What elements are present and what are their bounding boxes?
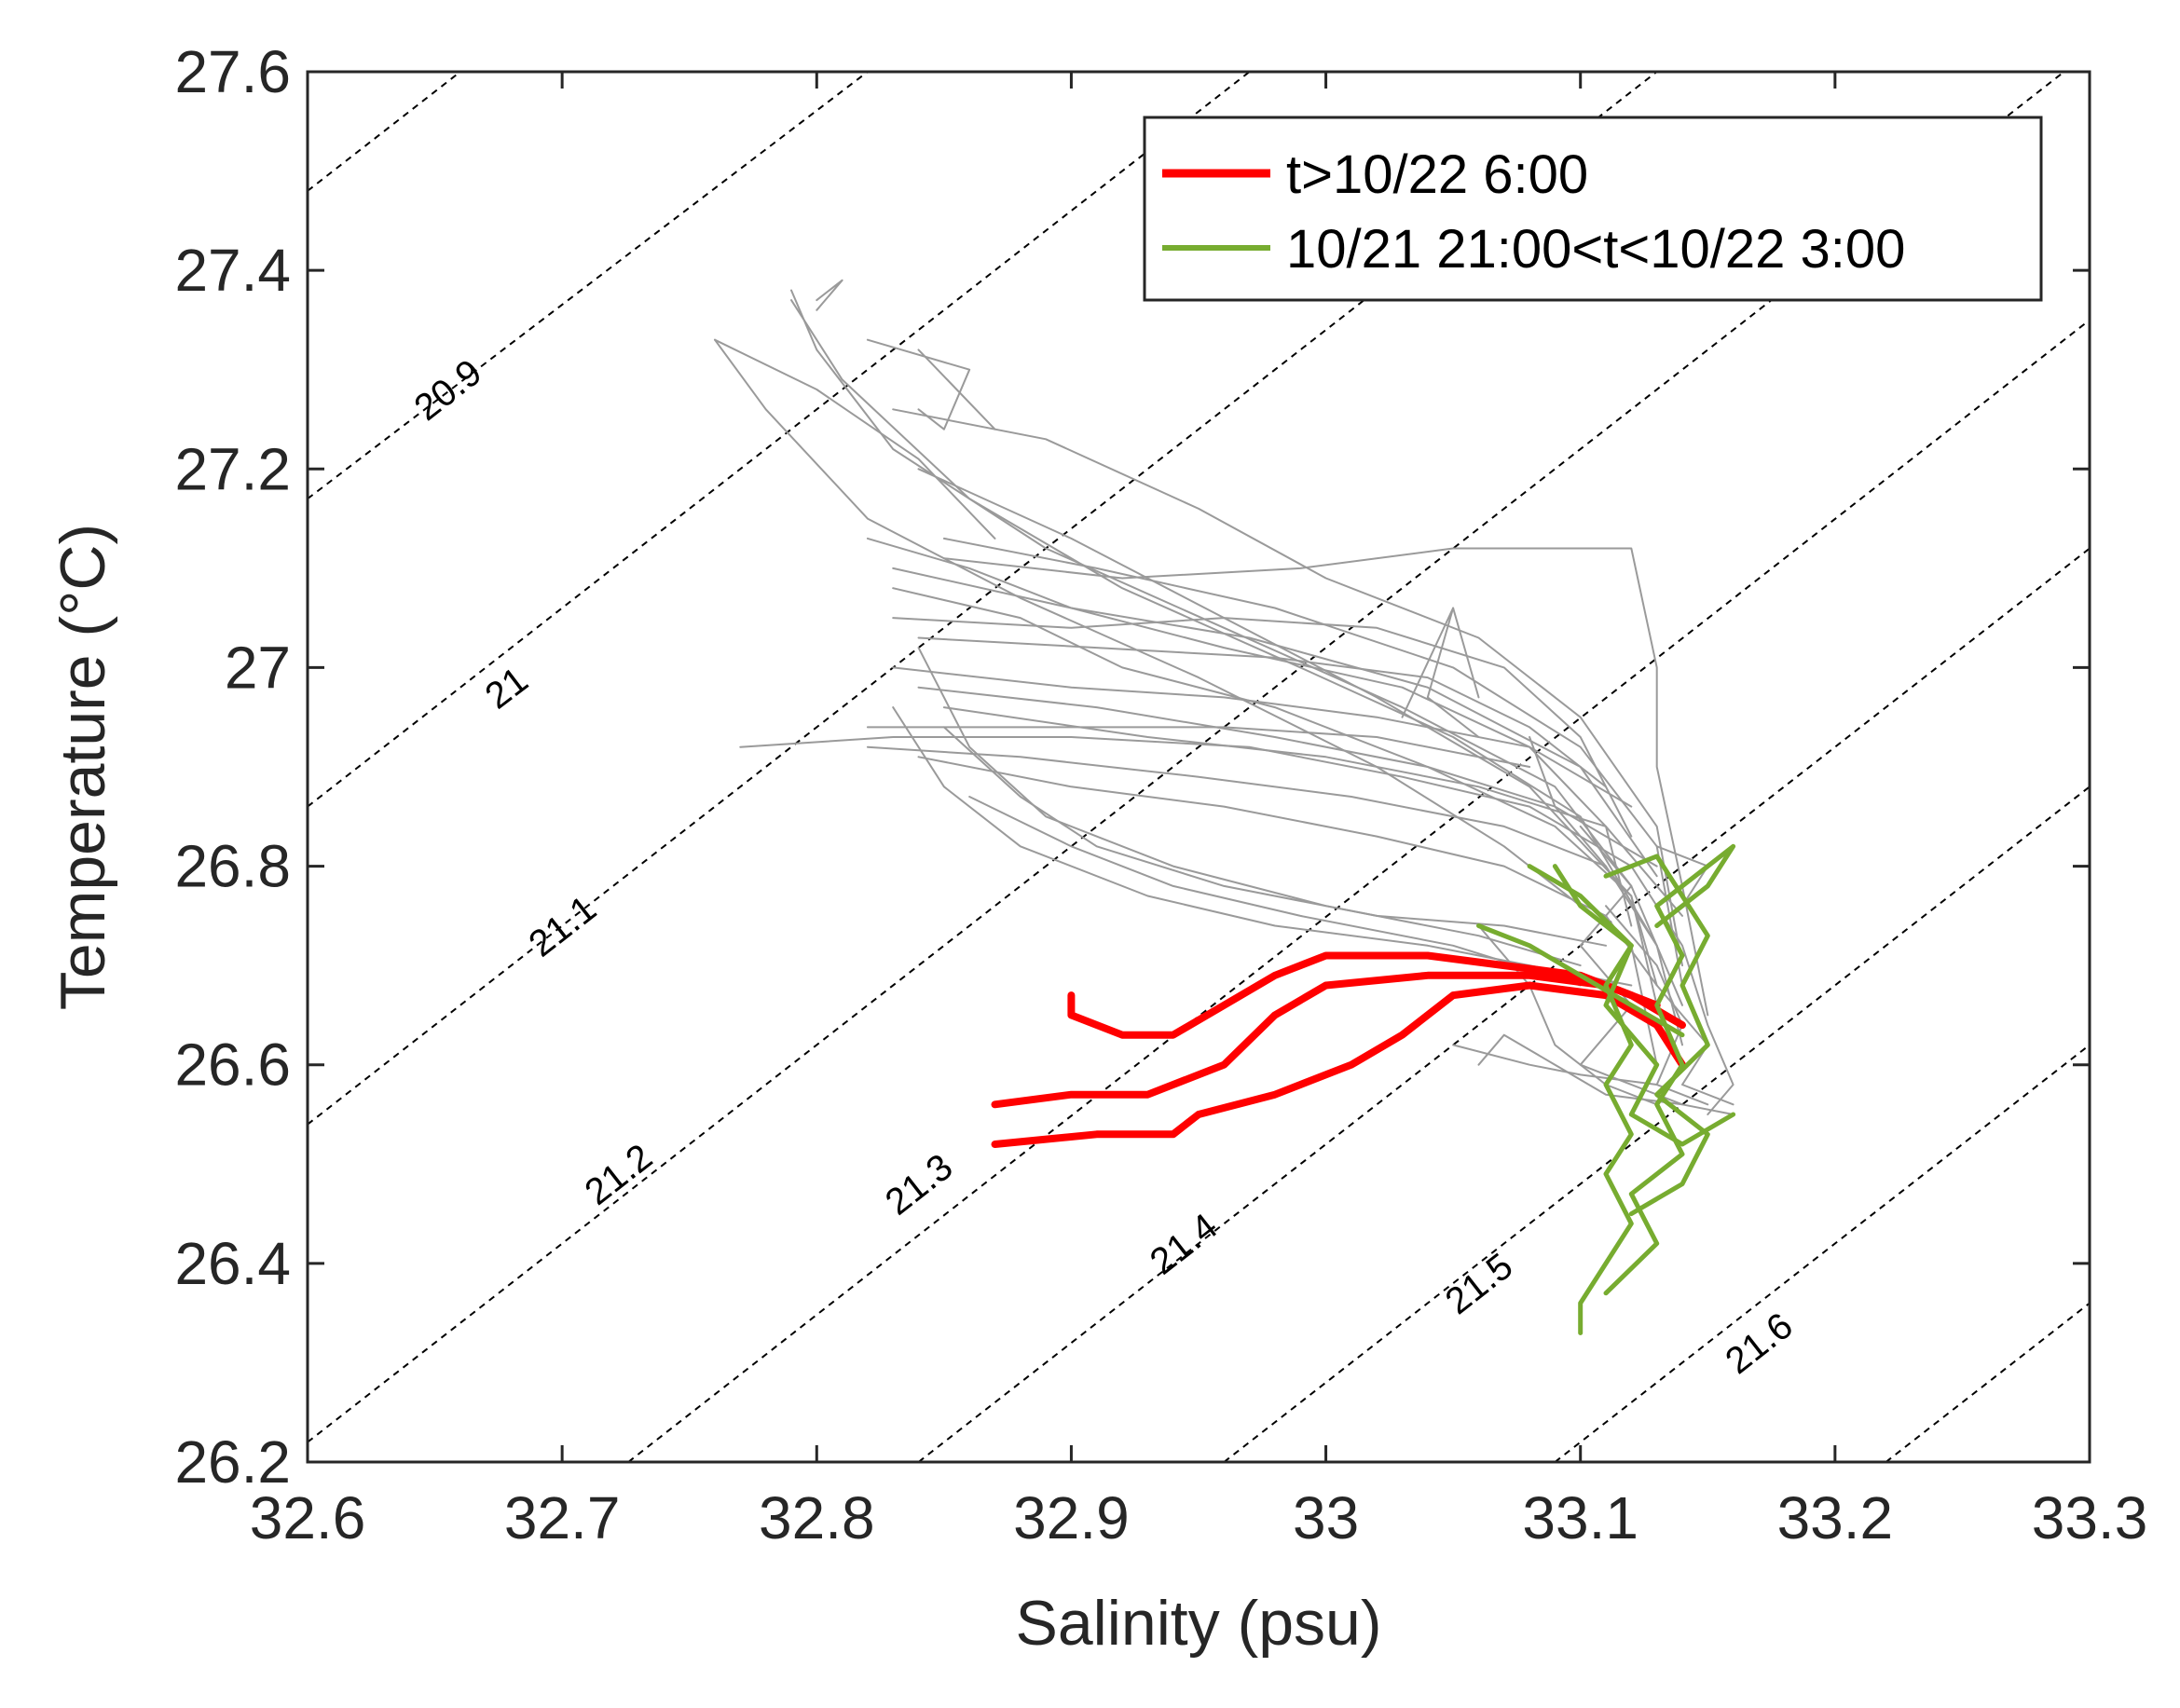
series-line	[739, 736, 1633, 868]
series-line	[1605, 905, 1683, 1086]
series-line	[866, 726, 1531, 768]
y-tick-label: 26.4	[174, 1230, 291, 1297]
contour-label-bg	[1433, 1241, 1523, 1324]
series-line	[892, 408, 1683, 967]
series-line	[714, 338, 996, 540]
series-line	[892, 617, 1633, 838]
series-line	[1476, 923, 1685, 1038]
y-tick-label: 26.2	[174, 1428, 291, 1496]
density-contour-line	[308, 72, 1251, 808]
series-line	[942, 726, 1607, 947]
y-tick-labels: 26.2 26.4 26.6 26.8 27 27.2 27.4 27.6	[174, 38, 291, 1496]
series-line	[1603, 843, 1736, 1296]
legend-box	[1143, 116, 2043, 302]
density-contour-line	[1554, 1044, 2090, 1462]
series-line	[1477, 1033, 1683, 1106]
axes-box	[306, 70, 2091, 1464]
x-axis-label: Salinity (psu)	[1015, 1588, 1381, 1659]
contour-label-bg	[517, 883, 606, 966]
series-line	[1552, 864, 1736, 1147]
y-tick-label: 27.2	[174, 435, 291, 502]
series-line	[866, 338, 971, 430]
series-line	[866, 537, 1633, 927]
density-contour-line	[1223, 786, 2090, 1462]
legend: t>10/22 6:00 10/21 21:00<t<10/22 3:00	[1143, 116, 2043, 302]
density-contour-line	[917, 547, 2090, 1462]
series-line	[892, 666, 1633, 808]
contour-label-bg	[1714, 1301, 1803, 1384]
series-line	[816, 279, 843, 311]
series-line	[917, 636, 1607, 788]
series-line	[1655, 984, 1734, 1106]
series-line	[917, 647, 1582, 967]
density-contour-line	[627, 319, 2090, 1462]
y-tick-label: 26.8	[174, 833, 291, 900]
x-tick-label: 32.8	[759, 1484, 875, 1551]
y-tick-label: 27.4	[174, 237, 291, 304]
x-tick-label: 32.9	[1013, 1484, 1130, 1551]
contour-label-bg	[1138, 1201, 1227, 1284]
contour-label-bg	[873, 1141, 963, 1224]
series-line	[942, 706, 1683, 917]
x-tick-label: 33.2	[1777, 1484, 1894, 1551]
series-line	[1529, 736, 1607, 868]
y-tick-label: 27.6	[174, 38, 291, 105]
series-line	[991, 971, 1661, 1109]
contour-label-bg	[461, 646, 550, 728]
series-line	[1452, 607, 1480, 699]
series-line	[942, 547, 1709, 1017]
density-contour-line	[308, 72, 869, 500]
series-line	[1452, 1044, 1709, 1106]
x-tick-label: 33	[1293, 1484, 1359, 1551]
series-line	[892, 706, 1633, 987]
series-layer	[714, 279, 1736, 1335]
y-tick-label: 27	[225, 634, 291, 701]
x-tick-label: 32.6	[250, 1484, 366, 1551]
x-tick-label: 32.7	[504, 1484, 621, 1551]
legend-label-green: 10/21 21:00<t<10/22 3:00	[1286, 219, 1905, 280]
series-2	[1476, 843, 1736, 1335]
x-tick-label: 33.3	[2032, 1484, 2148, 1551]
series-line	[790, 289, 1683, 1006]
series-line	[790, 299, 1683, 1046]
density-contour-line	[308, 72, 461, 192]
x-tick-labels: 32.6 32.7 32.8 32.9 33 33.1 33.2 33.3	[250, 1484, 2148, 1551]
series-line	[917, 348, 996, 430]
series-line	[1401, 607, 1480, 738]
y-tick-label: 26.6	[174, 1032, 291, 1099]
legend-label-red: t>10/22 6:00	[1286, 144, 1588, 205]
y-axis-label: Temperature (°C)	[48, 524, 118, 1010]
axis-ticks	[306, 70, 2091, 1464]
x-tick-label: 33.1	[1522, 1484, 1638, 1551]
series-line	[1603, 854, 1710, 1217]
series-line	[968, 796, 1582, 987]
contour-label-bg	[573, 1132, 662, 1215]
